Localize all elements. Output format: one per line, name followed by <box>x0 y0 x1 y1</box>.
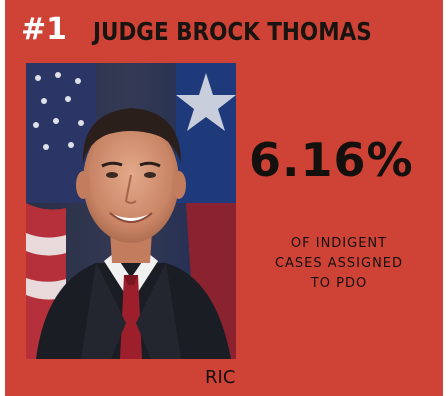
percent-caption: OF INDIGENT CASES ASSIGNED TO PDO <box>249 234 429 294</box>
judge-portrait <box>26 63 236 359</box>
judge-card: #1 JUDGE BROCK THOMAS <box>5 0 443 396</box>
rank-label: #1 <box>21 12 68 47</box>
photo-credit: RIC <box>205 367 236 388</box>
caption-line: OF INDIGENT <box>290 236 388 251</box>
caption-line: CASES ASSIGNED <box>274 256 404 271</box>
percent-value: 6.16% <box>249 133 414 187</box>
caption-line: TO PDO <box>310 276 368 291</box>
judge-name: JUDGE BROCK THOMAS <box>93 17 372 46</box>
